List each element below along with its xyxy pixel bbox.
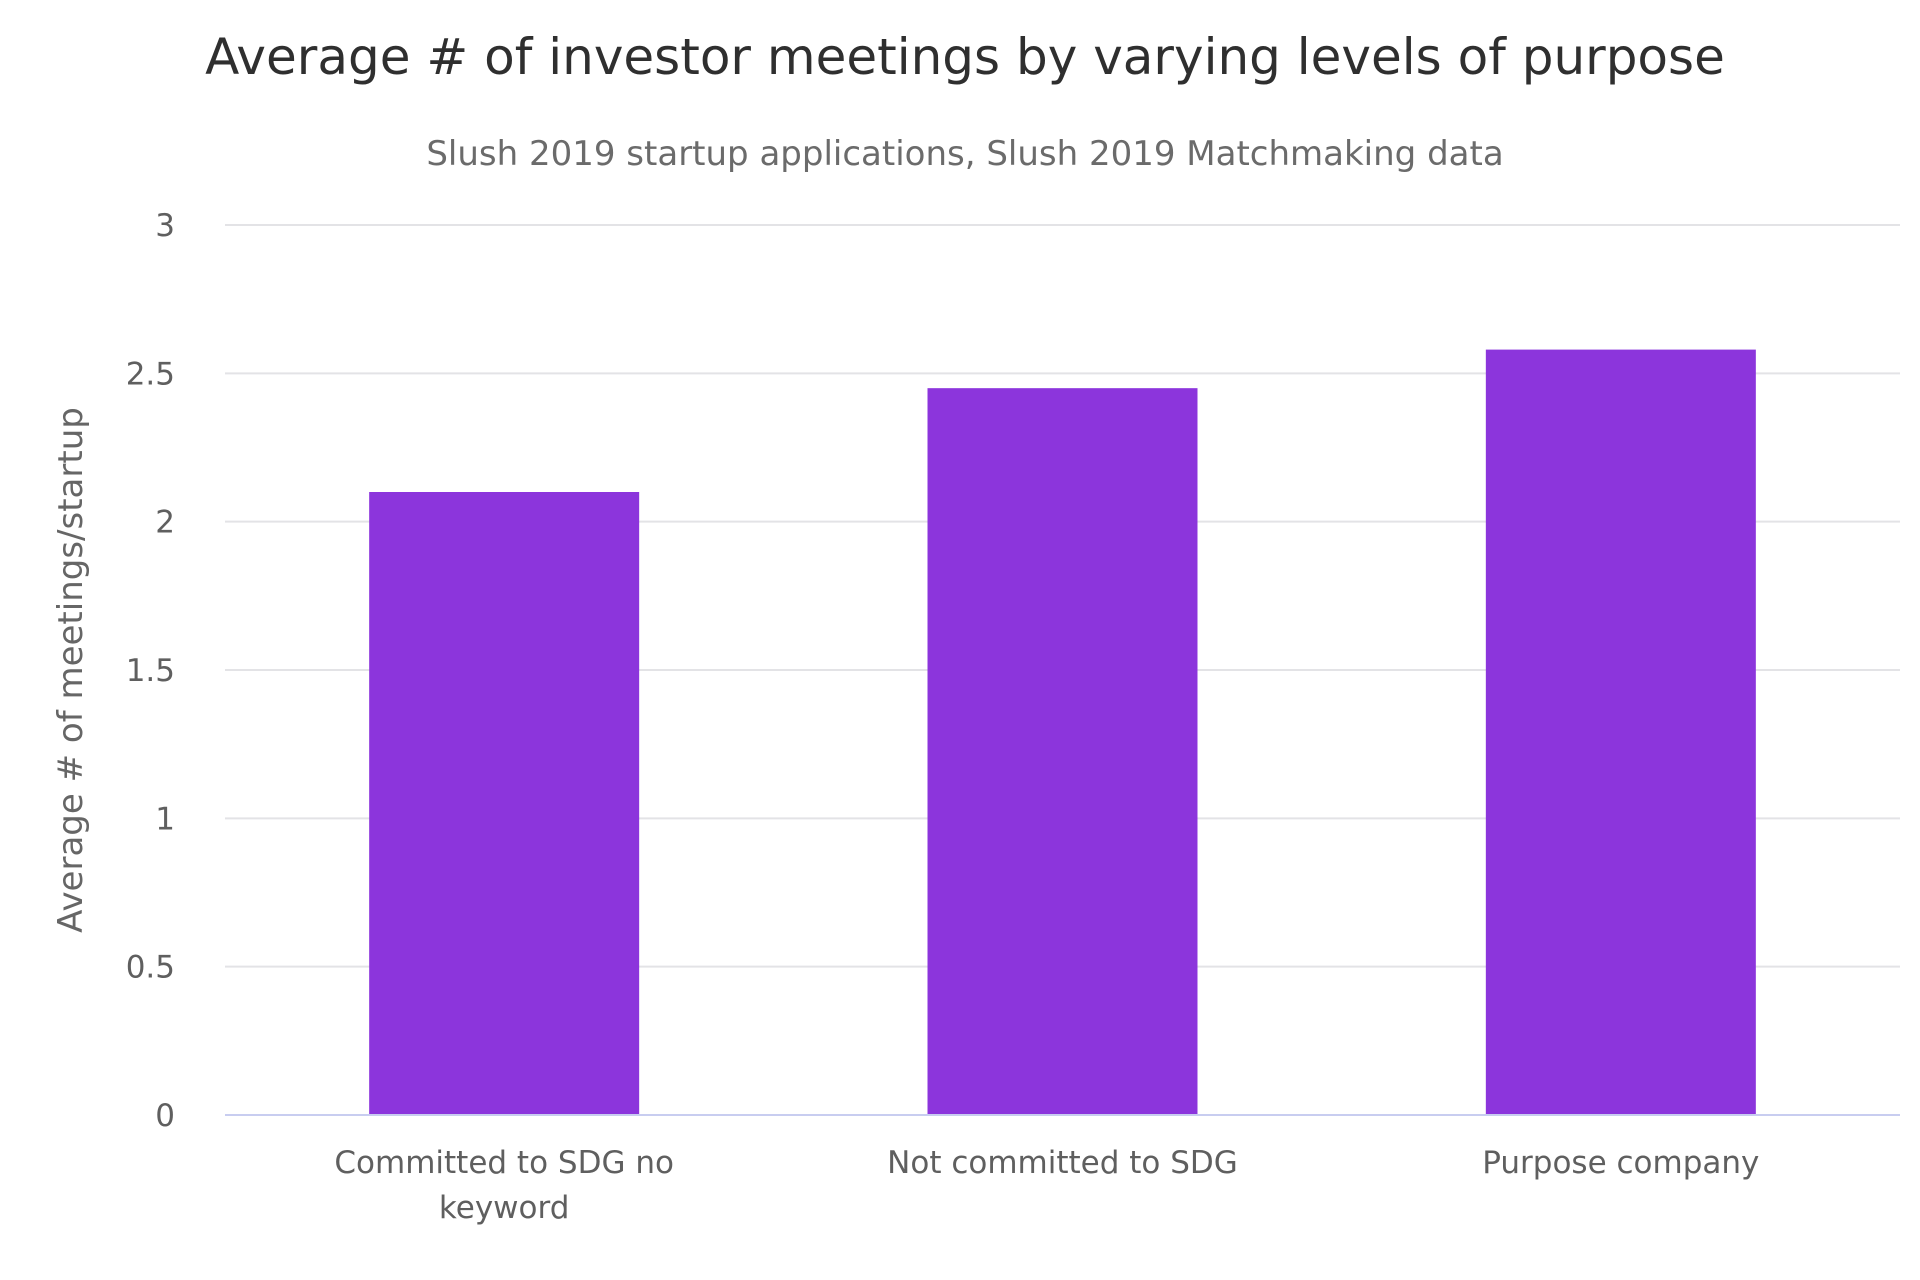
y-tick-label: 1.5 (126, 653, 175, 689)
y-tick-label: 2.5 (126, 356, 175, 392)
y-tick-label: 0.5 (126, 950, 175, 986)
bar (1485, 349, 1756, 1116)
y-axis-ticks: 0 0.5 1 1.5 2 2.5 3 (126, 208, 175, 1134)
chart-subtitle: Slush 2019 startup applications, Slush 2… (426, 134, 1503, 174)
y-tick-label: 0 (155, 1098, 175, 1134)
bar (369, 492, 640, 1115)
x-axis-ticks: Committed to SDG no keyword Not committed … (334, 1145, 1759, 1226)
x-tick-label-line: Not committed to SDG (887, 1145, 1238, 1181)
y-tick-label: 1 (155, 801, 175, 837)
x-tick-label-line: Committed to SDG no (334, 1145, 674, 1181)
bar (927, 388, 1198, 1116)
x-tick-label: Not committed to SDG (887, 1145, 1238, 1181)
y-axis-label: Average # of meetings/startup (51, 407, 91, 933)
bars (369, 349, 1756, 1116)
x-tick-label: Purpose company (1482, 1145, 1759, 1181)
x-tick-label: Committed to SDG no keyword (334, 1145, 674, 1226)
chart-title: Average # of investor meetings by varyin… (205, 28, 1725, 86)
x-tick-label-line: Purpose company (1482, 1145, 1759, 1181)
y-tick-label: 2 (155, 505, 175, 541)
y-tick-label: 3 (155, 208, 175, 244)
x-tick-label-line: keyword (439, 1190, 569, 1226)
